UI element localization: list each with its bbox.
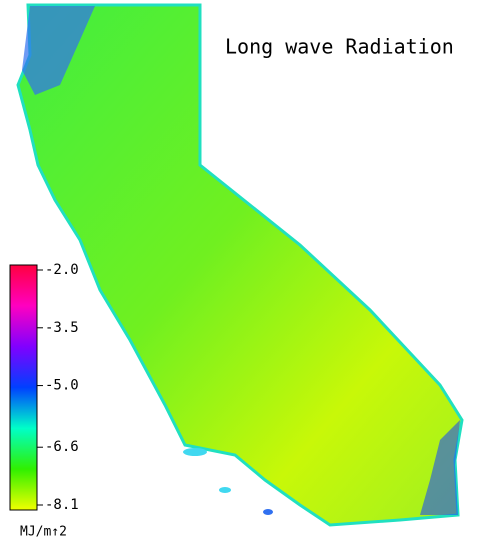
- island: [219, 487, 231, 493]
- state-shape: [16, 3, 464, 527]
- california-map: [16, 3, 464, 527]
- colorbar-tick-label: -6.6: [45, 439, 79, 455]
- colorbar-tick-label: -2.0: [45, 262, 79, 278]
- island: [263, 509, 273, 515]
- colorbar-tick-label: -3.5: [45, 320, 79, 336]
- colorbar-unit: MJ/m↑2: [20, 525, 67, 540]
- southeast-patch: [420, 420, 460, 515]
- colorbar: [9, 264, 38, 511]
- island: [183, 448, 207, 456]
- north-coast-patch: [22, 6, 95, 95]
- map-title: Long wave Radiation: [225, 35, 454, 59]
- colorbar-tick-label: -5.0: [45, 378, 79, 394]
- colorbar-tick-label: -8.1: [45, 497, 79, 513]
